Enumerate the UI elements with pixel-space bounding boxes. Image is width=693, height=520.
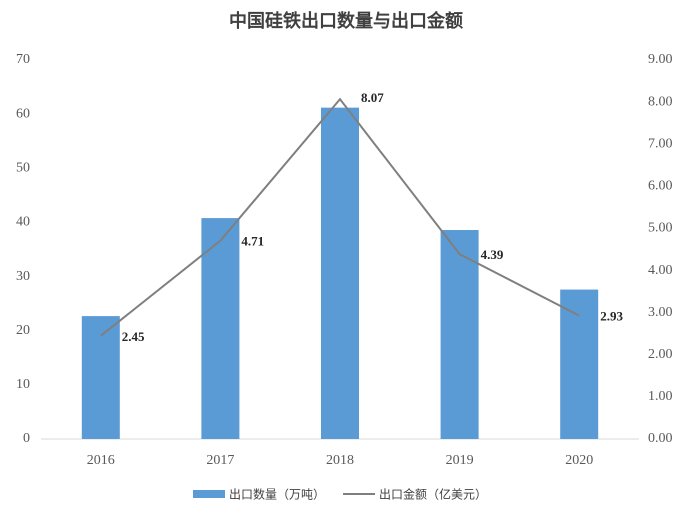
y2-tick-label: 8.00 — [648, 94, 673, 109]
y-tick-label: 70 — [16, 52, 30, 67]
x-tick-label: 2020 — [565, 453, 593, 468]
y-tick-label: 50 — [16, 161, 30, 176]
x-tick-label: 2019 — [446, 453, 474, 468]
bar — [81, 316, 120, 439]
chart-title: 中国硅铁出口数量与出口金额 — [229, 10, 463, 32]
value-label: 2.45 — [122, 329, 145, 344]
value-label: 2.93 — [600, 309, 623, 324]
legend-swatch — [193, 490, 225, 498]
bar — [321, 107, 359, 439]
y-tick-label: 20 — [16, 323, 30, 338]
y-tick-label: 40 — [16, 215, 30, 230]
x-tick-label: 2018 — [326, 453, 354, 468]
y-tick-label: 0 — [23, 431, 30, 446]
line — [100, 97, 580, 337]
value-label: 8.07 — [361, 90, 384, 105]
y2-tick-label: 7.00 — [648, 136, 673, 151]
x-tick-label: 2016 — [87, 453, 115, 468]
bar — [440, 230, 479, 439]
legend-label: 出口数量（万吨） — [229, 487, 325, 502]
y-tick-label: 60 — [16, 106, 30, 121]
legend-label: 出口金额（亿美元） — [379, 487, 487, 502]
value-label: 4.71 — [241, 234, 264, 249]
y2-tick-label: 5.00 — [648, 221, 673, 236]
y2-tick-label: 3.00 — [648, 305, 673, 320]
y2-tick-label: 1.00 — [648, 389, 673, 404]
bar — [201, 218, 240, 439]
y2-tick-label: 6.00 — [648, 179, 673, 194]
y-tick-label: 10 — [16, 377, 30, 392]
bar — [560, 289, 599, 439]
y-tick-label: 30 — [16, 269, 30, 284]
y2-tick-label: 9.00 — [648, 52, 673, 67]
x-tick-label: 2017 — [206, 453, 234, 468]
value-label: 4.39 — [481, 247, 504, 262]
y2-tick-label: 4.00 — [648, 263, 673, 278]
y2-tick-label: 2.00 — [648, 347, 673, 362]
y2-tick-label: 0.00 — [648, 431, 673, 446]
